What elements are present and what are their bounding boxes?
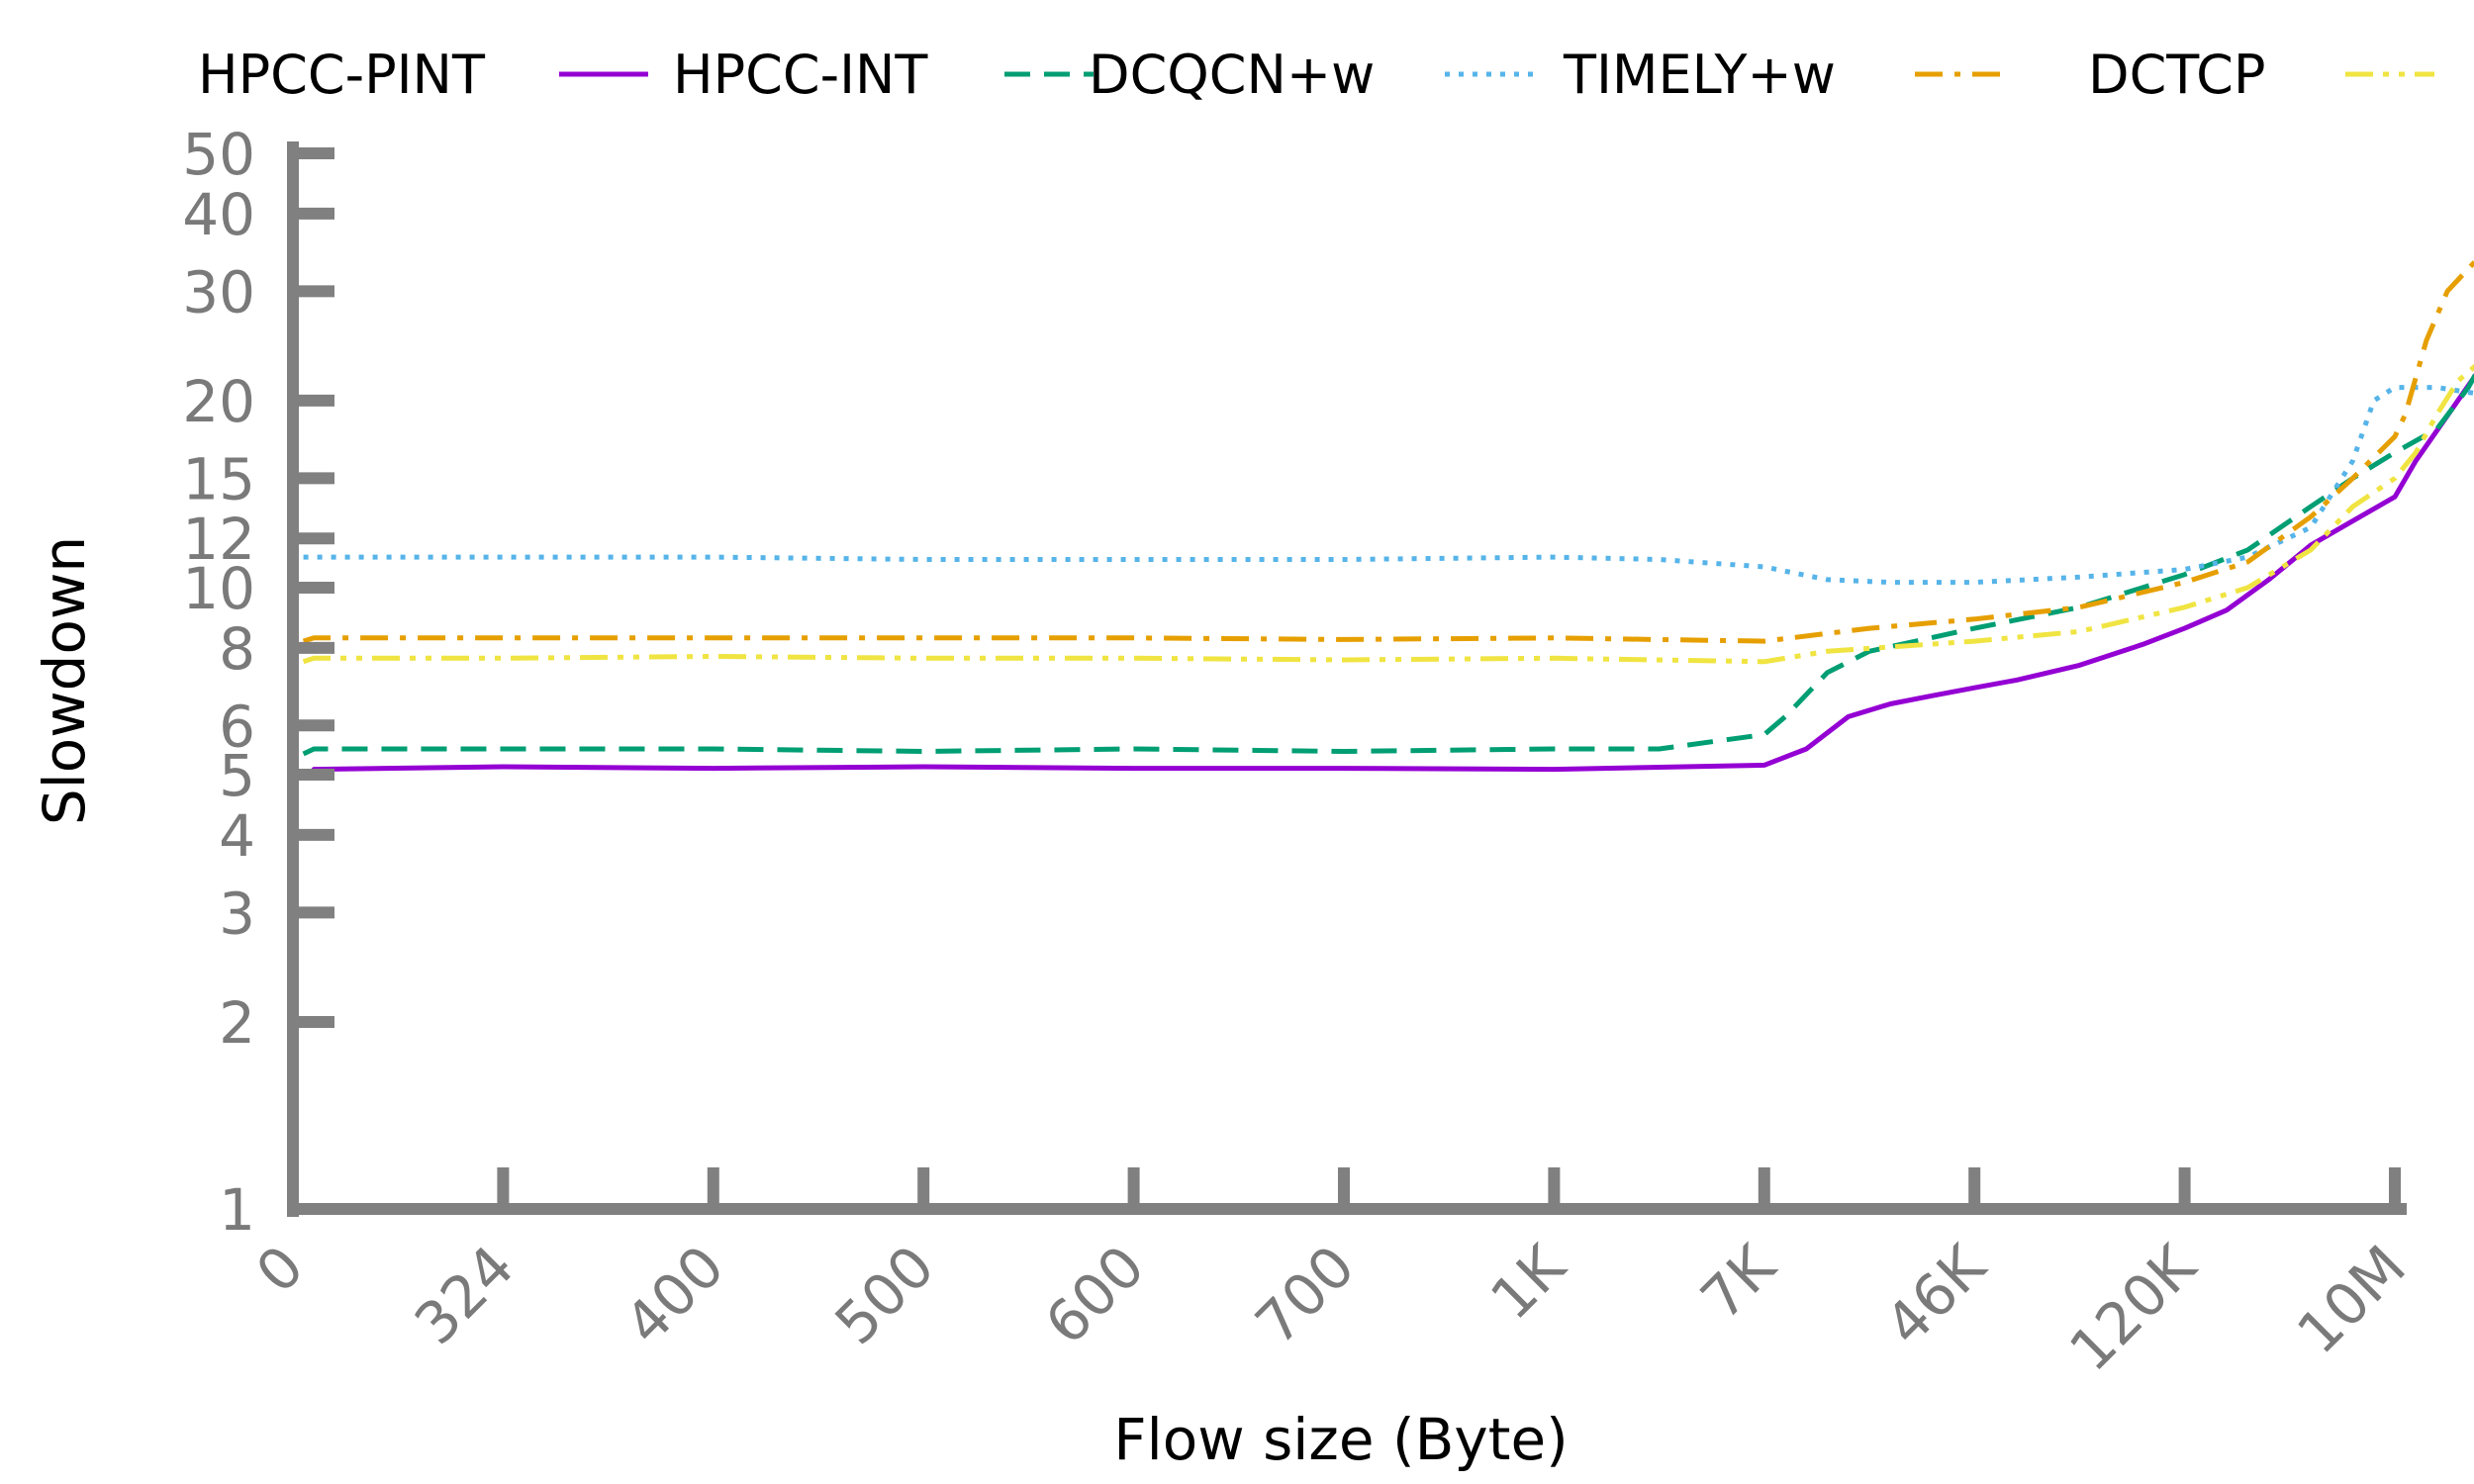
x-tick-label: 324	[402, 1233, 526, 1357]
y-tick-label: 10	[182, 555, 255, 622]
y-tick-label: 40	[182, 181, 255, 248]
x-axis-title: Flow size (Byte)	[1113, 1406, 1569, 1473]
y-tick-label: 6	[219, 693, 255, 760]
series-line-dctcp	[302, 363, 2474, 665]
legend-label: HPCC-INT	[673, 44, 928, 106]
y-tick-label: 4	[219, 802, 255, 870]
series-layer	[302, 258, 2474, 773]
y-tick-label: 5	[219, 742, 255, 809]
y-tick-label: 1	[219, 1176, 255, 1244]
series-line-hpcc-pint	[311, 373, 2474, 773]
series-line-timely-w	[302, 258, 2474, 644]
legend-label: DCQCN+w	[1089, 44, 1375, 106]
legend-label: DCTCP	[2088, 44, 2265, 106]
x-tick-label: 500	[822, 1233, 947, 1357]
series-line-hpcc-int	[302, 371, 2474, 757]
x-tick-label: 1K	[1477, 1231, 1578, 1332]
y-tick-label: 3	[219, 880, 255, 947]
x-tick-label: 600	[1032, 1233, 1157, 1357]
x-tick-label: 10M	[2284, 1233, 2419, 1367]
y-tick-label: 30	[182, 258, 255, 325]
series-line-dcqcn-w	[303, 385, 2474, 586]
y-tick-label: 50	[182, 121, 255, 188]
legend: HPCC-PINT HPCC-INT DCQCN+w TIMELY+w DCTCP	[198, 44, 2434, 106]
x-tick-label: 46K	[1872, 1231, 2000, 1358]
x-tick-label: 400	[612, 1233, 736, 1357]
y-axis-title: Slowdown	[31, 536, 98, 825]
legend-label: HPCC-PINT	[198, 44, 486, 106]
x-tick-label: 120K	[2056, 1231, 2210, 1384]
y-tick-label: 2	[219, 989, 255, 1057]
x-tick-label: 700	[1243, 1233, 1368, 1357]
y-tick-label: 12	[182, 506, 255, 573]
y-tick-label: 8	[219, 615, 255, 683]
legend-label: TIMELY+w	[1563, 44, 1836, 106]
y-tick-label: 20	[182, 368, 255, 435]
x-tick-label: 7K	[1688, 1231, 1789, 1332]
y-tick-label: 15	[182, 445, 255, 512]
